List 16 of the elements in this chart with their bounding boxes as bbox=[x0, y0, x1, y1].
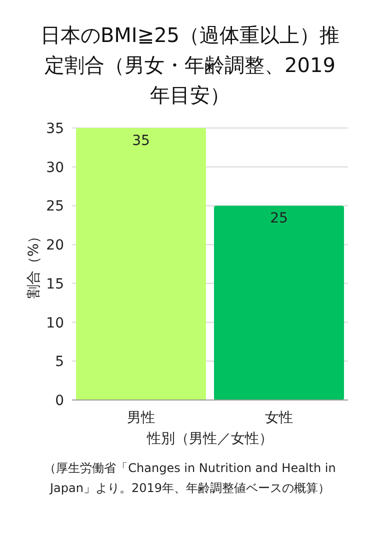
y-tick-label: 35 bbox=[46, 121, 64, 137]
y-axis-title: 割合（%） bbox=[26, 229, 42, 299]
x-tick-label: 男性 bbox=[127, 410, 155, 426]
y-tick-label: 30 bbox=[46, 160, 64, 176]
y-tick-label: 0 bbox=[55, 393, 64, 409]
x-tick-label: 女性 bbox=[265, 410, 293, 426]
y-tick-label: 15 bbox=[46, 276, 64, 292]
data-label: 35 bbox=[132, 133, 150, 149]
data-label: 25 bbox=[270, 210, 288, 227]
chart-title: 日本のBMI≧25（過体重以上）推定割合（男女・年齢調整、2019年目安） bbox=[40, 22, 340, 109]
x-axis-title: 性別（男性／女性） bbox=[146, 431, 273, 447]
y-tick-label: 25 bbox=[46, 198, 64, 215]
y-tick-label: 20 bbox=[46, 238, 64, 254]
text: （厚生労働省「Changes in Nutrition and Health in Japan」より。2019年、年齢調整値ベースの概算） bbox=[43, 460, 337, 497]
y-tick-label: 10 bbox=[46, 315, 64, 332]
y-tick-label: 5 bbox=[55, 354, 64, 370]
